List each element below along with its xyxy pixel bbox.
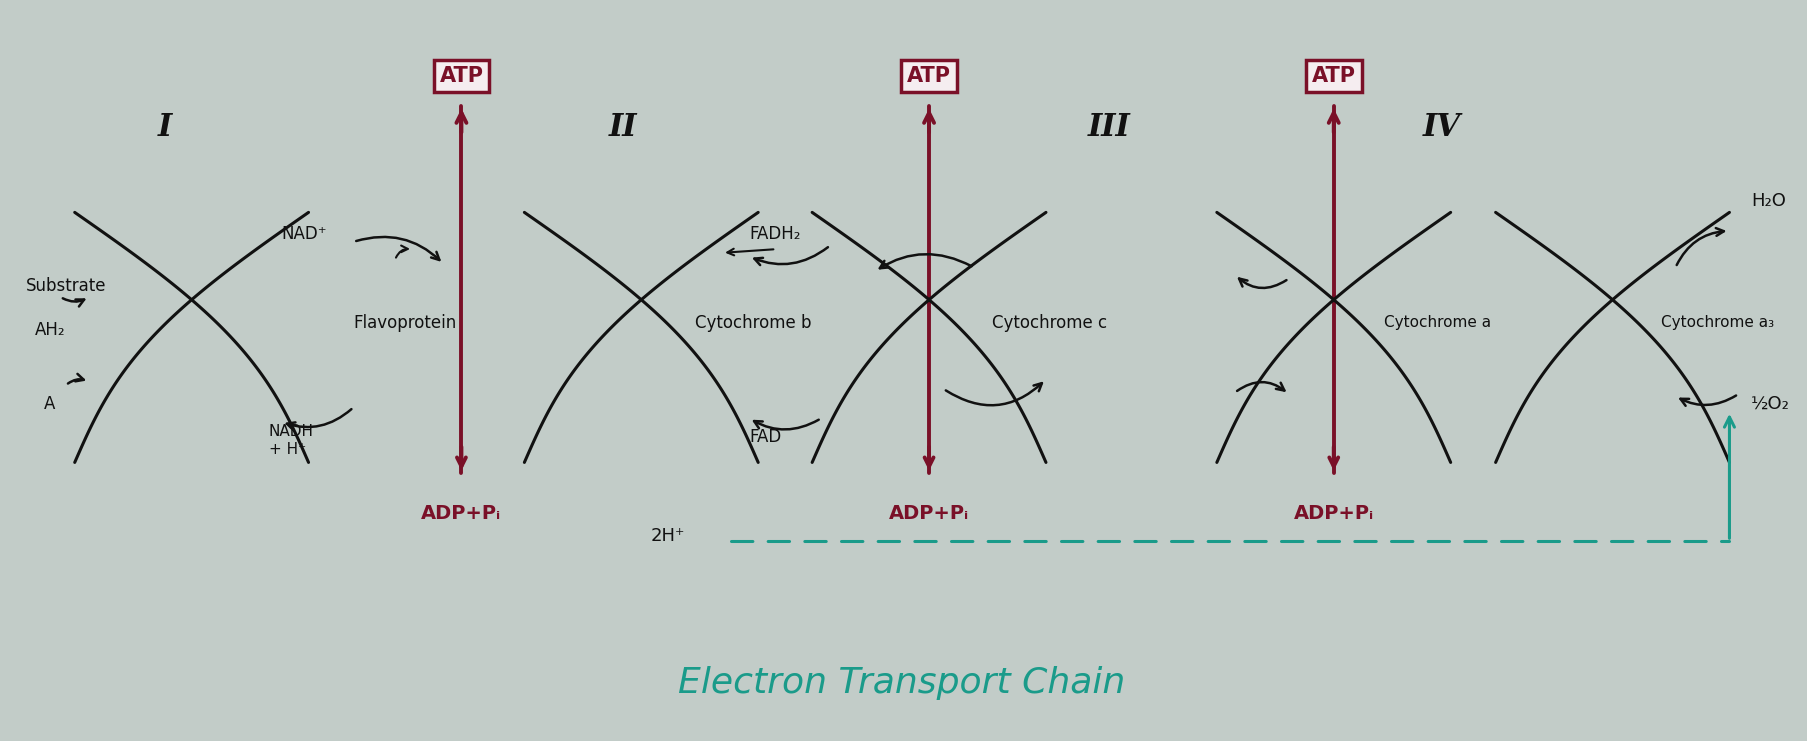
Text: H₂O: H₂O bbox=[1749, 193, 1785, 210]
Text: ADP+Pᵢ: ADP+Pᵢ bbox=[421, 505, 501, 523]
Text: NADH
+ H⁺: NADH + H⁺ bbox=[269, 424, 314, 456]
Text: I: I bbox=[157, 113, 172, 143]
Text: Cytochrome b: Cytochrome b bbox=[696, 313, 811, 332]
Text: Cytochrome a₃: Cytochrome a₃ bbox=[1661, 315, 1773, 330]
Text: ADP+Pᵢ: ADP+Pᵢ bbox=[1294, 505, 1373, 523]
Text: Cytochrome a: Cytochrome a bbox=[1384, 315, 1491, 330]
Text: Substrate: Substrate bbox=[25, 277, 107, 295]
Text: ATP: ATP bbox=[1312, 67, 1355, 86]
Text: 2H⁺: 2H⁺ bbox=[651, 527, 685, 545]
Text: IV: IV bbox=[1422, 113, 1460, 143]
Text: FADH₂: FADH₂ bbox=[748, 225, 801, 244]
Text: ½O₂: ½O₂ bbox=[1749, 395, 1789, 413]
Text: ATP: ATP bbox=[907, 67, 950, 86]
Text: ATP: ATP bbox=[439, 67, 482, 86]
Text: Flavoprotein: Flavoprotein bbox=[354, 313, 457, 332]
Text: Cytochrome c: Cytochrome c bbox=[992, 313, 1106, 332]
Text: II: II bbox=[609, 113, 638, 143]
Text: FAD: FAD bbox=[748, 428, 781, 445]
Text: AH₂: AH₂ bbox=[34, 321, 65, 339]
Text: NAD⁺: NAD⁺ bbox=[282, 225, 327, 244]
Text: ADP+Pᵢ: ADP+Pᵢ bbox=[889, 505, 969, 523]
Text: Electron Transport Chain: Electron Transport Chain bbox=[678, 666, 1126, 700]
Text: A: A bbox=[43, 395, 56, 413]
Text: III: III bbox=[1088, 113, 1129, 143]
